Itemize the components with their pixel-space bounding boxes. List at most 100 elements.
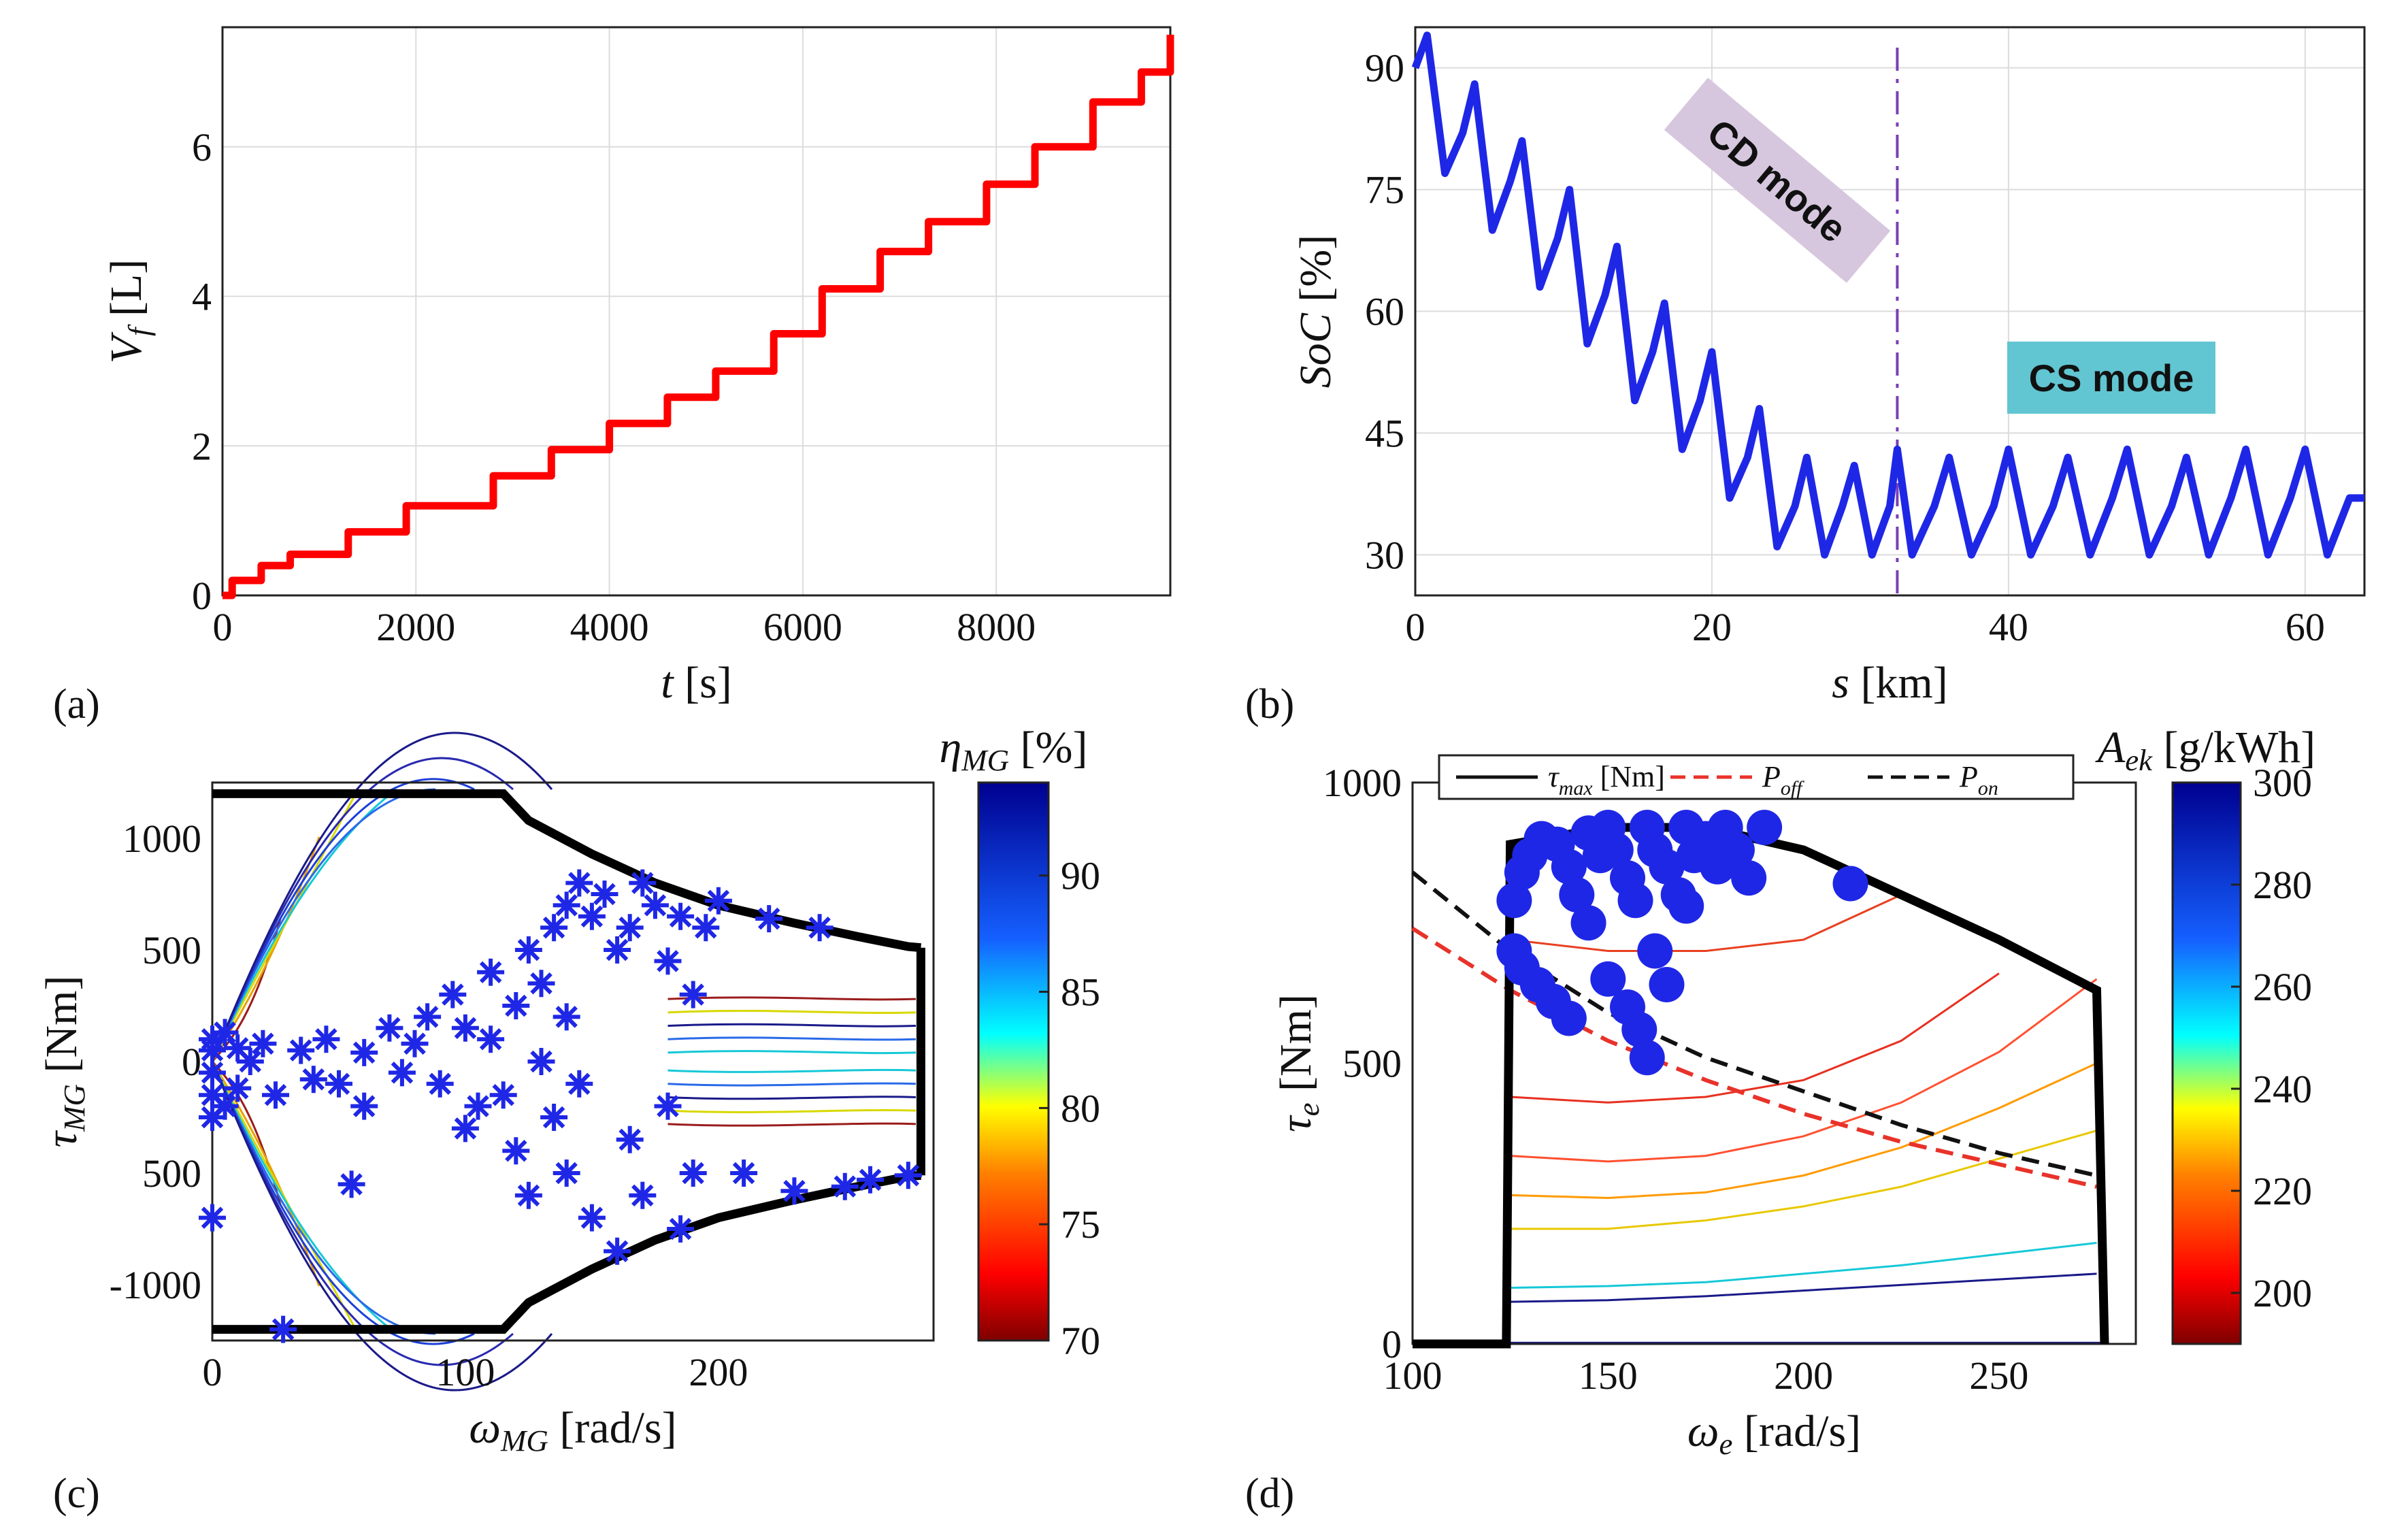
operating-point-star	[312, 1025, 340, 1053]
bsfc-contour	[1510, 978, 2098, 1163]
operating-point-star	[477, 1025, 505, 1053]
operating-point-star	[667, 1215, 695, 1243]
panel-c: 0 100 200 1000 500 0 500 -1000 ωMG [rad/s] τMG [N…	[37, 723, 1100, 1517]
colorbar-tick-label-d: 220	[2253, 1169, 2312, 1213]
x-tick-label-b: 20	[1692, 605, 1732, 649]
operating-point-dot	[1551, 1000, 1587, 1036]
operating-point-star	[350, 1092, 378, 1120]
bsfc-contour	[1510, 1242, 2097, 1289]
operating-point-star	[514, 936, 542, 964]
operating-point-dot	[1719, 832, 1755, 868]
bsfc-contour	[1510, 1130, 2097, 1230]
legend: τmax [Nm] Poff Pon	[1438, 754, 2075, 800]
operating-point-star	[199, 1204, 226, 1232]
x-tick-label-a: 8000	[957, 605, 1036, 649]
y-tick-label-c: 500	[142, 1151, 201, 1196]
operating-point-dot	[1598, 832, 1634, 868]
operating-point-star	[337, 1170, 365, 1198]
operating-point-dot	[1649, 849, 1685, 885]
operating-point-star	[199, 1104, 226, 1131]
efficiency-contour	[667, 996, 917, 1001]
x-tick-label-a: 6000	[763, 605, 842, 649]
operating-point-dot	[1570, 905, 1606, 941]
cd-mode-badge-bg	[1664, 78, 1891, 283]
operating-point-star	[540, 914, 568, 942]
legend-entry: Pon	[1959, 760, 1998, 800]
operating-point-star	[236, 1048, 264, 1075]
colorbar-tick-label-d: 200	[2253, 1271, 2312, 1315]
efficiency-contour	[667, 1010, 917, 1015]
operating-point-star	[616, 1125, 644, 1153]
y-tick-label-d: 500	[1342, 1042, 1402, 1086]
operating-point-star	[667, 902, 695, 930]
operating-point-star	[224, 1034, 252, 1062]
operating-point-dot	[1621, 1012, 1657, 1047]
operating-point-star	[679, 1160, 707, 1187]
operating-point-dot	[1668, 888, 1704, 924]
x-tick-label-a: 0	[213, 605, 233, 649]
operating-point-star	[325, 1070, 352, 1098]
operating-point-star	[604, 936, 631, 964]
operating-point-star	[451, 1014, 479, 1042]
operating-point-star	[426, 1070, 454, 1098]
efficiency-contour	[667, 1068, 917, 1073]
panel-d: τmax [Nm] Poff Pon 100 150 200 250 0 500 1000 ωe […	[1245, 723, 2315, 1517]
legend-entry: Poff	[1762, 760, 1804, 800]
efficiency-contour	[667, 1096, 917, 1100]
panel-label-a: (a)	[53, 681, 100, 727]
colorbar-tick-label-d: 240	[2253, 1067, 2312, 1111]
bsfc-contour	[1510, 1062, 2098, 1200]
operating-point-star	[591, 881, 619, 908]
efficiency-contour	[667, 1036, 917, 1041]
colorbar-tick-label-c: 85	[1061, 970, 1100, 1015]
operating-point-dot	[1747, 810, 1783, 845]
operating-point-star	[552, 1160, 580, 1187]
x-tick-label-c: 200	[689, 1350, 748, 1394]
operating-point-star	[654, 947, 682, 975]
colorbar-tick-label-d: 280	[2253, 863, 2312, 907]
operating-point-star	[299, 1066, 327, 1094]
colorbar-tick-label-c: 80	[1061, 1086, 1100, 1130]
colorbar-tick-label-d: 260	[2253, 965, 2312, 1009]
soc-line	[1411, 31, 2364, 559]
operating-point-dot	[1832, 866, 1868, 902]
cs-mode-badge-bg	[2007, 342, 2215, 414]
operating-point-dot	[1637, 933, 1673, 969]
operating-point-star	[857, 1166, 884, 1194]
y-tick-label-a: 4	[192, 275, 212, 319]
bsfc-contour	[1510, 972, 2000, 1104]
efficiency-contour	[667, 1050, 917, 1055]
x-axis-label-d: ωe [rad/s]	[1687, 1407, 1861, 1461]
colorbar-tick-label-d: 300	[2253, 761, 2312, 805]
operating-point-star	[514, 1181, 542, 1209]
bsfc-contour	[1510, 1272, 2097, 1303]
operating-point-star	[806, 914, 834, 942]
operating-point-star	[730, 1160, 758, 1187]
operating-point-star	[604, 1237, 631, 1265]
operating-point-star	[527, 970, 555, 998]
operating-point-star	[704, 887, 732, 915]
operating-point-star	[376, 1014, 403, 1042]
panel-label-d: (d)	[1245, 1470, 1294, 1517]
x-tick-label-b: 60	[2286, 605, 2325, 649]
operating-point-star	[199, 1081, 226, 1109]
y-tick-label-c: 0	[182, 1040, 201, 1084]
torque-envelope-upper	[212, 789, 921, 953]
operating-point-star	[388, 1059, 416, 1087]
legend-box	[1438, 754, 2075, 800]
operating-point-star	[439, 981, 467, 1008]
operating-point-star	[629, 1181, 657, 1209]
y-tick-label-b: 90	[1365, 46, 1404, 91]
colorbar-tick-label-c: 75	[1061, 1202, 1100, 1247]
operating-point-star	[552, 891, 580, 919]
colorbar-tick-label-c: 90	[1061, 854, 1100, 898]
x-tick-label-d: 100	[1383, 1353, 1442, 1398]
y-tick-label-d: 0	[1382, 1322, 1402, 1366]
operating-point-star	[199, 1059, 226, 1087]
operating-point-star	[565, 869, 593, 897]
efficiency-contour	[667, 1082, 917, 1087]
operating-point-dot	[1629, 1040, 1665, 1076]
operating-point-star	[629, 869, 657, 897]
operating-point-star	[350, 1038, 378, 1066]
